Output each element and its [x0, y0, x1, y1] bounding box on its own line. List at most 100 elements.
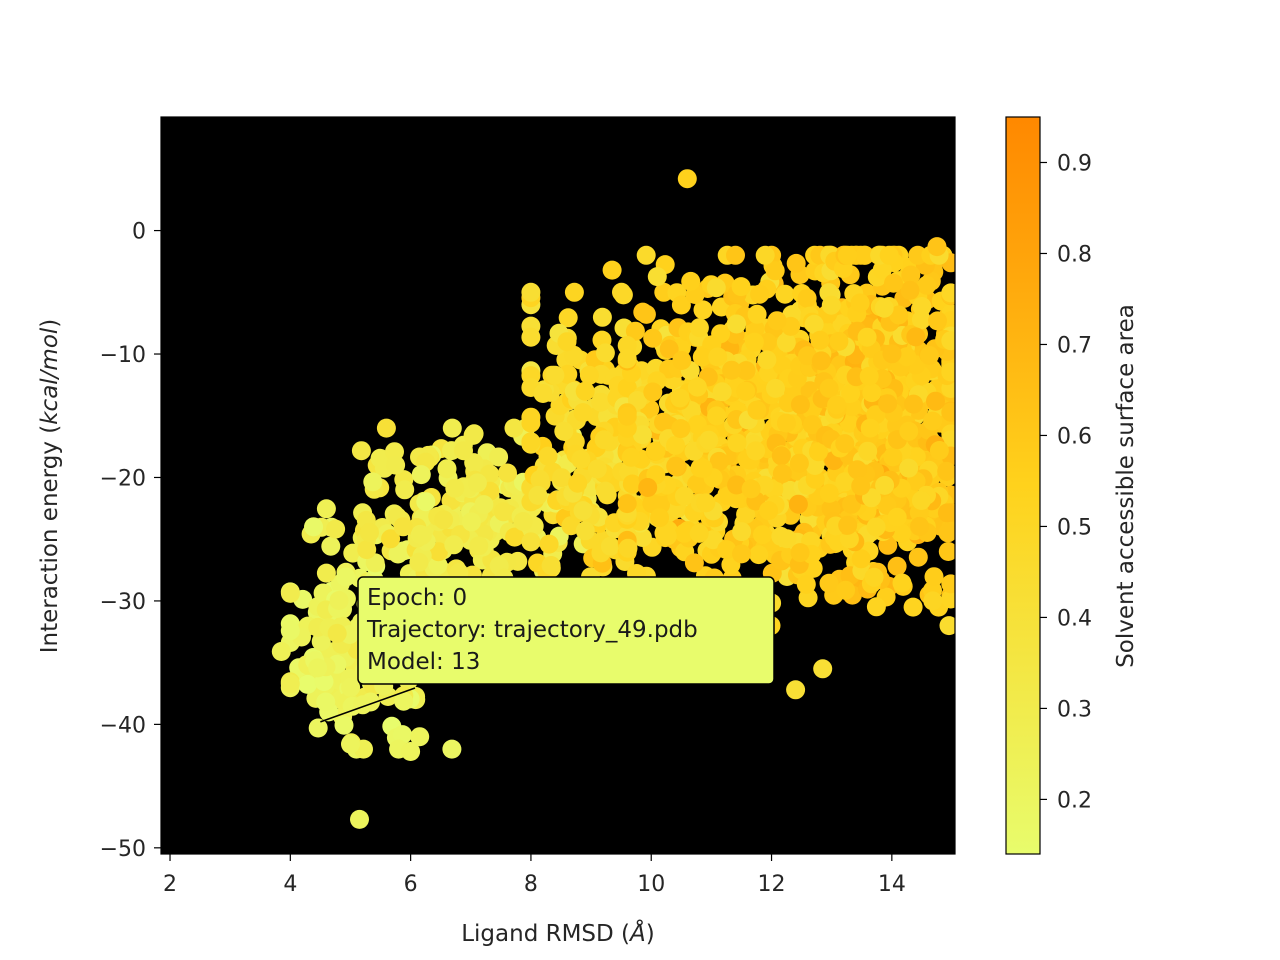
scatter-point: [643, 328, 663, 348]
scatter-point: [474, 495, 494, 515]
scatter-point: [672, 351, 692, 370]
scatter-point: [827, 395, 847, 415]
scatter-point: [632, 528, 652, 547]
scatter-point: [326, 519, 346, 539]
scatter-point: [568, 473, 588, 493]
scatter-point: [857, 327, 877, 347]
scatter-point: [600, 536, 620, 556]
scatter-point: [696, 493, 716, 513]
scatter-point: [897, 347, 917, 367]
scatter-point: [445, 478, 465, 498]
scatter-point: [878, 394, 898, 414]
scatter-point: [587, 459, 607, 479]
colorbar-tick-label: 0.7: [1057, 333, 1092, 358]
scatter-point: [746, 441, 766, 461]
scatter-point: [727, 433, 747, 453]
scatter-point: [829, 331, 849, 351]
scatter-point: [745, 319, 765, 339]
scatter-point: [727, 475, 747, 495]
scatter-point: [521, 432, 541, 452]
scatter-point: [841, 383, 861, 403]
scatter-point: [654, 412, 673, 432]
scatter-point: [321, 536, 341, 556]
scatter-point: [859, 366, 879, 386]
scatter-point: [579, 365, 599, 385]
y-tick-label: −40: [100, 713, 146, 738]
scatter-point: [766, 378, 785, 398]
scatter-point: [707, 406, 727, 426]
scatter-point: [776, 413, 796, 433]
scatter-point: [489, 447, 509, 467]
scatter-point: [887, 556, 907, 576]
scatter-point: [617, 406, 637, 426]
scatter-point: [786, 680, 806, 700]
scatter-point: [903, 597, 923, 617]
x-axis-label-text: Ligand RMSD: [461, 921, 614, 947]
scatter-point: [862, 383, 882, 403]
scatter-point: [732, 522, 752, 542]
scatter-point: [736, 381, 756, 401]
scatter-point: [819, 483, 839, 503]
scatter-point: [911, 491, 931, 510]
scatter-point: [750, 284, 770, 304]
scatter-point: [636, 245, 656, 265]
colorbar: [1005, 116, 1041, 855]
x-tick-label: 6: [404, 872, 418, 897]
scatter-point: [855, 245, 875, 265]
scatter-point: [819, 378, 839, 398]
scatter-point: [558, 308, 578, 328]
scatter-point: [437, 459, 457, 479]
scatter-point: [693, 458, 713, 478]
scatter-point: [617, 349, 637, 369]
scatter-point: [280, 621, 300, 641]
scatter-point: [357, 540, 377, 560]
scatter-point: [882, 344, 902, 364]
scatter-point: [941, 589, 955, 609]
scatter-point: [498, 463, 517, 483]
y-axis-ticks: 0 −10 −20 −30 −40 −50: [100, 220, 161, 862]
scatter-point: [741, 479, 761, 499]
scatter-point: [592, 307, 612, 327]
scatter-point: [341, 734, 360, 754]
scatter-point: [351, 441, 371, 461]
scatter-point: [394, 691, 414, 711]
scatter-point: [412, 525, 432, 545]
scatter-point: [666, 456, 686, 476]
scatter-point: [409, 552, 429, 572]
scatter-point: [755, 245, 775, 265]
scatter-point: [280, 674, 300, 694]
colorbar-tick-label: 0.8: [1057, 242, 1092, 267]
scatter-point: [334, 715, 354, 735]
scatter-point: [941, 362, 955, 382]
scatter-point: [388, 544, 408, 564]
scatter-point: [393, 725, 412, 745]
colorbar-tick-label: 0.3: [1057, 697, 1092, 722]
scatter-point: [919, 346, 939, 365]
scatter-point: [726, 245, 745, 265]
scatter-point: [772, 464, 792, 484]
scatter-point: [810, 330, 830, 350]
scatter-point: [444, 535, 464, 555]
scatter-point: [575, 521, 595, 541]
scatter-point: [684, 553, 704, 573]
scatter-point: [666, 435, 685, 455]
scatter-point: [790, 543, 810, 563]
scatter-point: [904, 394, 923, 414]
scatter-point: [836, 580, 856, 600]
scatter-point: [469, 536, 489, 556]
scatter-point: [804, 314, 824, 334]
colorbar-ticks: 0.2 0.3 0.4 0.5 0.6 0.7 0.8 0.9: [1040, 151, 1092, 813]
scatter-point: [434, 510, 454, 530]
scatter-point: [923, 411, 943, 431]
scatter-point: [689, 318, 709, 338]
x-tick-label: 10: [637, 872, 665, 897]
y-tick-label: −30: [100, 590, 146, 615]
scatter-point: [530, 470, 550, 489]
scatter-point: [538, 446, 558, 466]
scatter-point: [612, 282, 631, 302]
scatter-point: [899, 458, 919, 478]
scatter-point: [941, 402, 955, 422]
scatter-point: [393, 517, 413, 537]
scatter-point: [938, 523, 955, 543]
